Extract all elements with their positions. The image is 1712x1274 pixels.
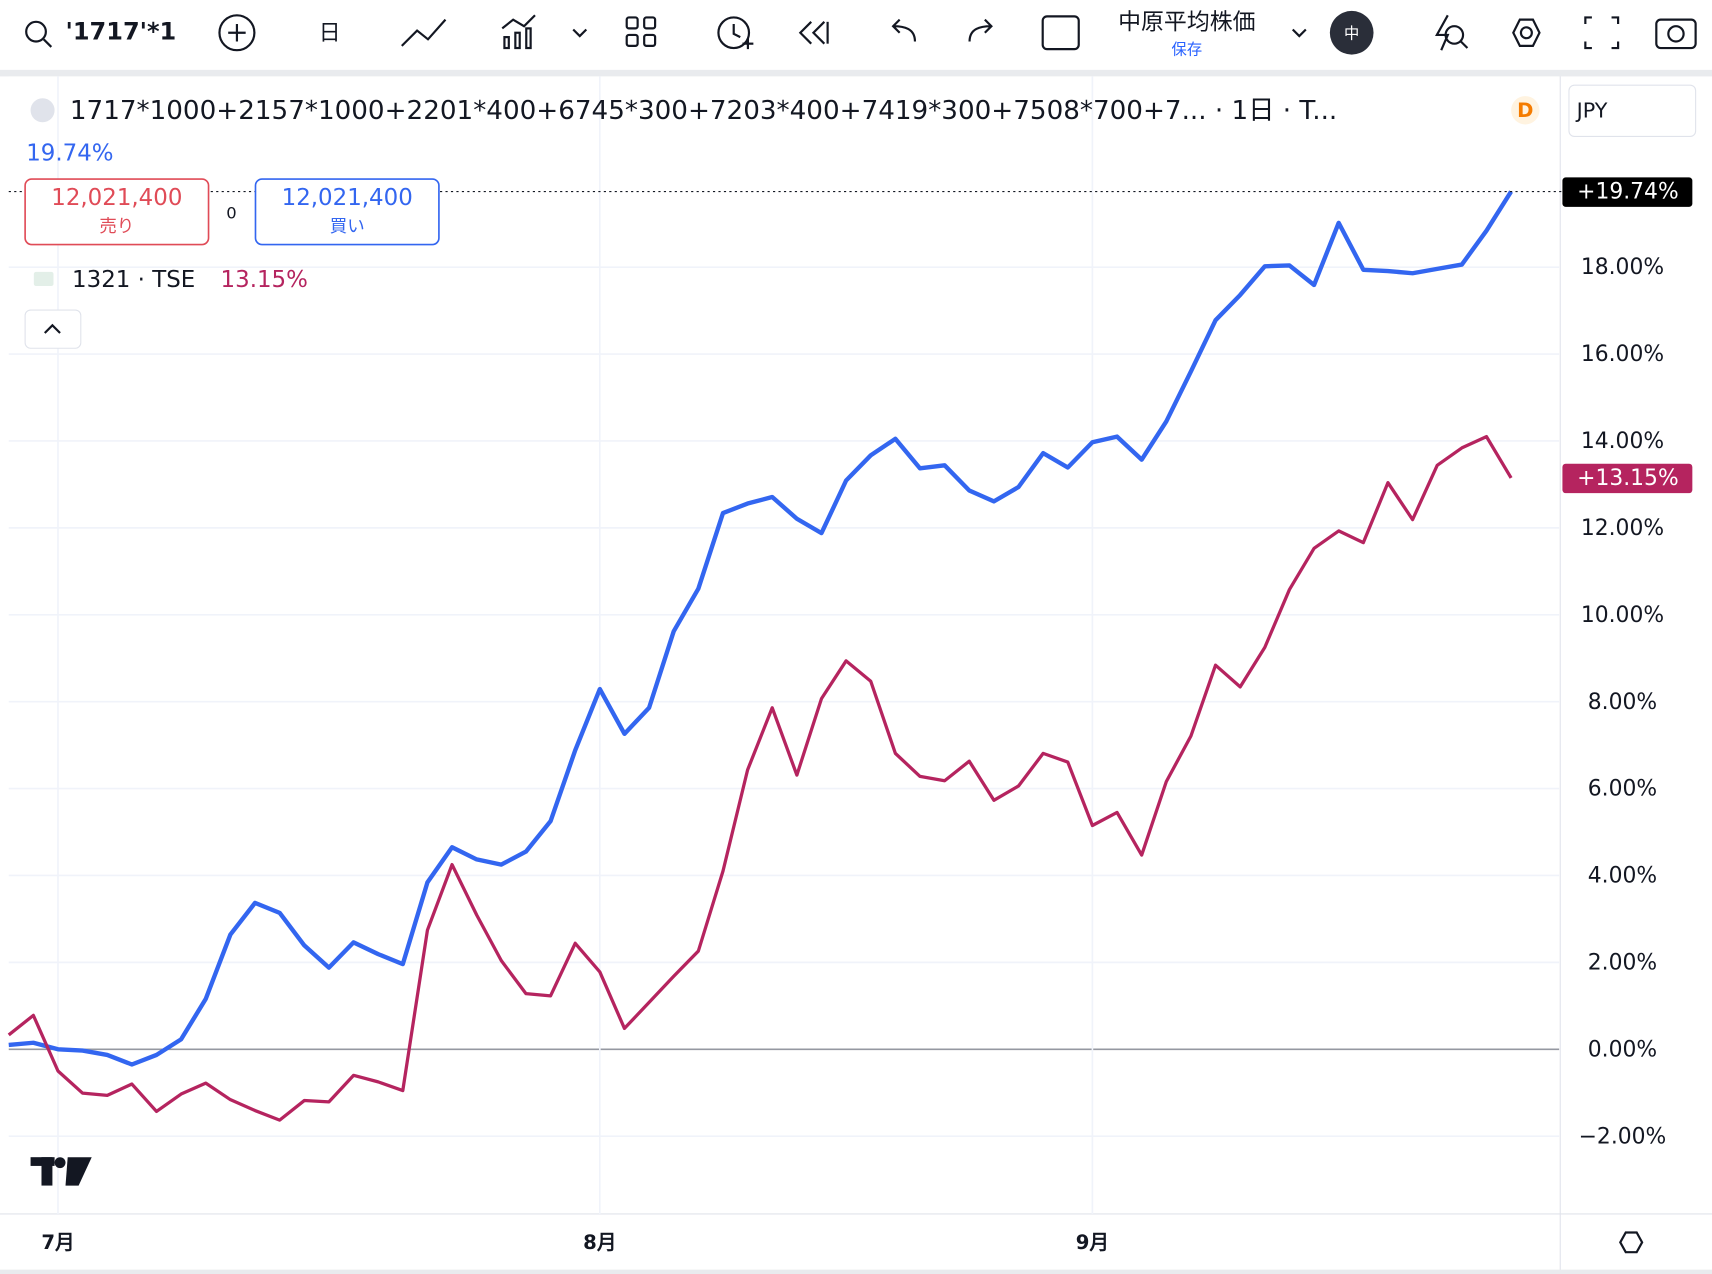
redo xyxy=(968,18,993,42)
sell-price[interactable]: 12,021,400 xyxy=(51,185,182,211)
plot-area xyxy=(8,76,1560,1214)
settings[interactable] xyxy=(1512,18,1541,47)
pane-index xyxy=(30,98,55,123)
buy-label[interactable]: 買い xyxy=(330,217,365,237)
collapse-legend[interactable] xyxy=(24,309,82,349)
compare-flag xyxy=(33,271,54,287)
fullscreen[interactable] xyxy=(1584,16,1620,50)
badge-bg xyxy=(1511,96,1540,125)
y-tick-label: 0.00% xyxy=(1588,1037,1657,1062)
symbol[interactable]: '1717'*1 xyxy=(66,18,177,46)
y-tick-label: 14.00% xyxy=(1581,429,1664,454)
x-tick-label: 7月 xyxy=(41,1231,74,1254)
x-tick-label: 9月 xyxy=(1076,1231,1109,1254)
alert[interactable] xyxy=(717,16,754,50)
last-value-label: +13.15% xyxy=(1577,466,1679,491)
quick-search[interactable] xyxy=(1435,14,1469,51)
layout-name[interactable]: 中原平均株価 xyxy=(1118,9,1255,35)
logo xyxy=(30,1157,92,1186)
y-tick-label: 12.00% xyxy=(1581,516,1664,541)
formula: 1717*1000+2157*1000+2201*400+6745*300+72… xyxy=(70,96,1337,126)
layouts[interactable] xyxy=(625,16,657,47)
add-symbol[interactable] xyxy=(218,14,256,52)
last-value-badge xyxy=(1562,463,1693,494)
y-tick-label: 8.00% xyxy=(1588,690,1657,715)
y-tick-label: 2.00% xyxy=(1588,950,1657,975)
compare-symbol: 1321 · TSE xyxy=(72,267,195,293)
y-tick-label: 18.00% xyxy=(1581,255,1664,280)
x-tick-label: 8月 xyxy=(583,1231,616,1254)
collapse-icon[interactable] xyxy=(43,323,61,334)
toolbar-border xyxy=(0,69,1712,77)
currency[interactable]: JPY xyxy=(1575,98,1608,122)
sell-button[interactable] xyxy=(24,178,210,246)
y-tick-label: 4.00% xyxy=(1588,864,1657,889)
avatar[interactable]: 中 xyxy=(1344,24,1359,42)
toolbar xyxy=(0,0,1712,70)
y-tick-label: −2.00% xyxy=(1579,1124,1667,1149)
screenshot[interactable] xyxy=(1655,18,1697,50)
y-tick-label: 10.00% xyxy=(1581,603,1664,628)
y-tick-label: 16.00% xyxy=(1581,342,1664,367)
sell-label[interactable]: 売り xyxy=(99,217,134,237)
indicators[interactable] xyxy=(501,14,536,50)
indicators-menu[interactable] xyxy=(572,28,588,38)
layout-menu[interactable] xyxy=(1291,28,1307,38)
series-line xyxy=(7,434,1513,1122)
main-change: 19.74% xyxy=(26,140,113,166)
replay[interactable] xyxy=(798,21,829,45)
compare-change: 13.15% xyxy=(221,267,308,293)
axis-settings[interactable] xyxy=(1619,1231,1644,1254)
buy-price[interactable]: 12,021,400 xyxy=(282,185,413,211)
data-badge: D xyxy=(1517,99,1533,122)
last-value-label: +19.74% xyxy=(1577,180,1679,205)
currency-box[interactable] xyxy=(1568,84,1697,138)
series-line xyxy=(8,190,1513,1067)
bottom-border xyxy=(0,1269,1712,1274)
settings-core xyxy=(1519,26,1533,40)
search-icon[interactable] xyxy=(25,20,53,48)
y-tick-label: 6.00% xyxy=(1588,777,1657,802)
avatar-circle[interactable] xyxy=(1329,10,1374,55)
spread: 0 xyxy=(226,203,236,222)
undo[interactable] xyxy=(891,18,917,42)
fullscreen-box[interactable] xyxy=(1041,15,1080,51)
buy-button[interactable] xyxy=(254,178,440,246)
grid xyxy=(8,76,1560,1214)
chart-type[interactable] xyxy=(401,18,447,47)
layout-status: 保存 xyxy=(1172,41,1203,59)
interval[interactable]: 日 xyxy=(319,21,341,46)
last-value-badge xyxy=(1562,177,1693,207)
